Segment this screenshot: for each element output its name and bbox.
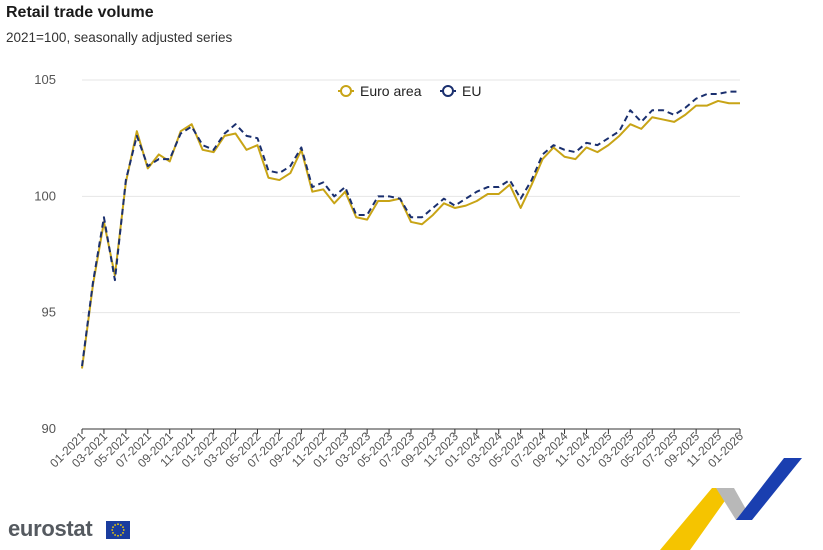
y-tick-label: 105 [34,72,56,87]
eurostat-ribbon-graphic [660,458,802,550]
legend[interactable]: Euro area EU [338,83,481,99]
chart-subtitle: 2021=100, seasonally adjusted series [6,30,233,45]
axis-layer: 909510010501-202103-202105-202107-202109… [34,72,746,470]
chart-title: Retail trade volume [6,4,154,21]
legend-label: Euro area [360,83,422,99]
series-layer [81,90,740,369]
eurostat-logo: eurostat [8,516,93,541]
series-line-euro-area [81,99,740,369]
series-line-eu [81,90,740,367]
legend-label: EU [462,83,481,99]
legend-marker-icon [340,85,352,97]
y-tick-label: 90 [42,421,56,436]
y-tick-label: 95 [42,305,56,320]
grid-layer [82,79,740,314]
y-tick-label: 100 [34,188,56,203]
eu-flag-icon [106,521,130,539]
legend-marker-icon [442,85,454,97]
